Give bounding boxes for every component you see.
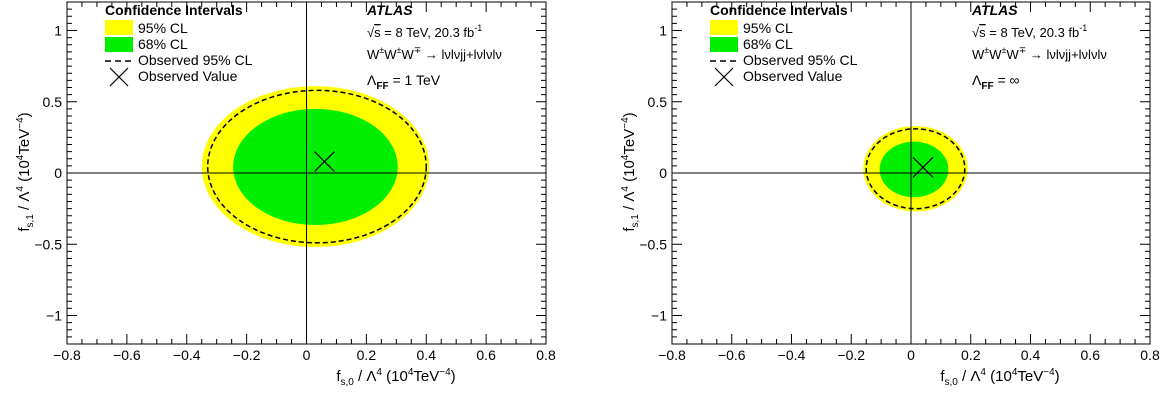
legend-title: Confidence Intervals <box>710 2 848 18</box>
x-tick-label: −0.8 <box>658 347 686 363</box>
legend-label-68cl: 68% CL <box>138 36 188 52</box>
y-tick-label: 0 <box>659 165 667 181</box>
y-tick-label: 0.5 <box>648 94 668 110</box>
x-tick-label: 0 <box>303 347 311 363</box>
legend-label-95cl: 95% CL <box>138 20 188 36</box>
chart-panel-2: −0.8 −0.6 −0.4 −0.2 0 0.2 0.4 0.6 0.8 −1 −0.5 0 0.5 1… <box>620 1 1160 388</box>
x-axis-label: fs,0 / Λ4 (104TeV−4) <box>940 367 1059 388</box>
contour-observed-95cl <box>865 128 966 210</box>
y-tick-label: 0 <box>54 165 62 181</box>
energy-lumi-label: √s = 8 TeV, 20.3 fb-1 <box>972 23 1087 40</box>
legend-label-observed-value: Observed Value <box>138 68 238 84</box>
chart-panel-1: −0.8 −0.6 −0.4 −0.2 0 0.2 0.4 0.6 0.8 −1 −0.5 0 0.5 1… <box>15 1 556 388</box>
legend-label-observed-value: Observed Value <box>743 68 843 84</box>
process-label: W±W±W∓ → lνlνjj+lνlνlν <box>367 45 502 62</box>
x-tick-label: −0.6 <box>718 347 746 363</box>
y-axis-label: fs,1 / Λ4 (104TeV−4) <box>620 112 641 231</box>
legend-swatch-observed-value <box>714 67 734 87</box>
legend-swatch-95cl <box>710 20 738 35</box>
annotation-block: ATLAS √s = 8 TeV, 20.3 fb-1 W±W±W∓ → lνlνj… <box>366 2 502 92</box>
legend-label-observed-95cl: Observed 95% CL <box>138 52 253 68</box>
atlas-label: ATLAS <box>366 2 413 18</box>
x-tick-label: −0.6 <box>113 347 141 363</box>
x-tick-label: −0.2 <box>837 347 865 363</box>
contour-68cl <box>233 108 398 226</box>
contour-68cl <box>879 141 949 198</box>
legend-swatch-observed-value <box>109 67 129 87</box>
y-axis-label: fs,1 / Λ4 (104TeV−4) <box>15 112 36 231</box>
x-tick-label: 0.4 <box>417 347 437 363</box>
observed-value-marker <box>314 151 335 173</box>
cutoff-label: ΛFF = 1 TeV <box>367 72 441 92</box>
y-axis: −1 −0.5 0 0.5 1 <box>34 1 546 345</box>
x-tick-label: −0.8 <box>53 347 81 363</box>
y-tick-label: 1 <box>54 23 62 39</box>
y-tick-label: −0.5 <box>639 236 667 252</box>
x-axis: −0.8 −0.6 −0.4 −0.2 0 0.2 0.4 0.6 0.8 <box>53 2 556 363</box>
x-tick-label: −0.2 <box>233 347 261 363</box>
x-tick-label: 0.8 <box>1140 347 1160 363</box>
x-axis: −0.8 −0.6 −0.4 −0.2 0 0.2 0.4 0.6 0.8 <box>658 2 1160 363</box>
y-tick-label: 0.5 <box>43 94 63 110</box>
legend-label-95cl: 95% CL <box>743 20 793 36</box>
y-tick-label: −1 <box>46 308 62 324</box>
legend-label-68cl: 68% CL <box>743 36 793 52</box>
atlas-label: ATLAS <box>971 2 1018 18</box>
x-tick-label: 0 <box>907 347 915 363</box>
x-tick-label: 0.2 <box>961 347 981 363</box>
legend-swatch-68cl <box>710 37 738 52</box>
legend-label-observed-95cl: Observed 95% CL <box>743 52 858 68</box>
cutoff-label: ΛFF = ∞ <box>972 72 1020 92</box>
x-tick-label: 0.6 <box>1081 347 1101 363</box>
x-axis-label: fs,0 / Λ4 (104TeV−4) <box>336 367 455 388</box>
observed-value-marker <box>912 156 934 178</box>
y-tick-label: 1 <box>659 23 667 39</box>
legend-swatch-95cl <box>105 20 133 35</box>
x-tick-label: 0.4 <box>1021 347 1041 363</box>
x-tick-label: 0.6 <box>476 347 496 363</box>
legend-title: Confidence Intervals <box>105 2 243 18</box>
annotation-block: ATLAS √s = 8 TeV, 20.3 fb-1 W±W±W∓ → lνlνj… <box>971 2 1107 92</box>
x-tick-label: −0.4 <box>173 347 201 363</box>
y-tick-label: −0.5 <box>34 236 62 252</box>
y-axis: −1 −0.5 0 0.5 1 <box>639 1 1150 345</box>
x-tick-label: 0.8 <box>536 347 556 363</box>
y-tick-label: −1 <box>651 308 667 324</box>
contour-observed-95cl <box>206 89 427 244</box>
legend-swatch-68cl <box>105 37 133 52</box>
process-label: W±W±W∓ → lνlνjj+lνlνlν <box>972 45 1107 62</box>
x-tick-label: −0.4 <box>778 347 806 363</box>
energy-lumi-label: √s = 8 TeV, 20.3 fb-1 <box>367 23 482 40</box>
x-tick-label: 0.2 <box>357 347 377 363</box>
